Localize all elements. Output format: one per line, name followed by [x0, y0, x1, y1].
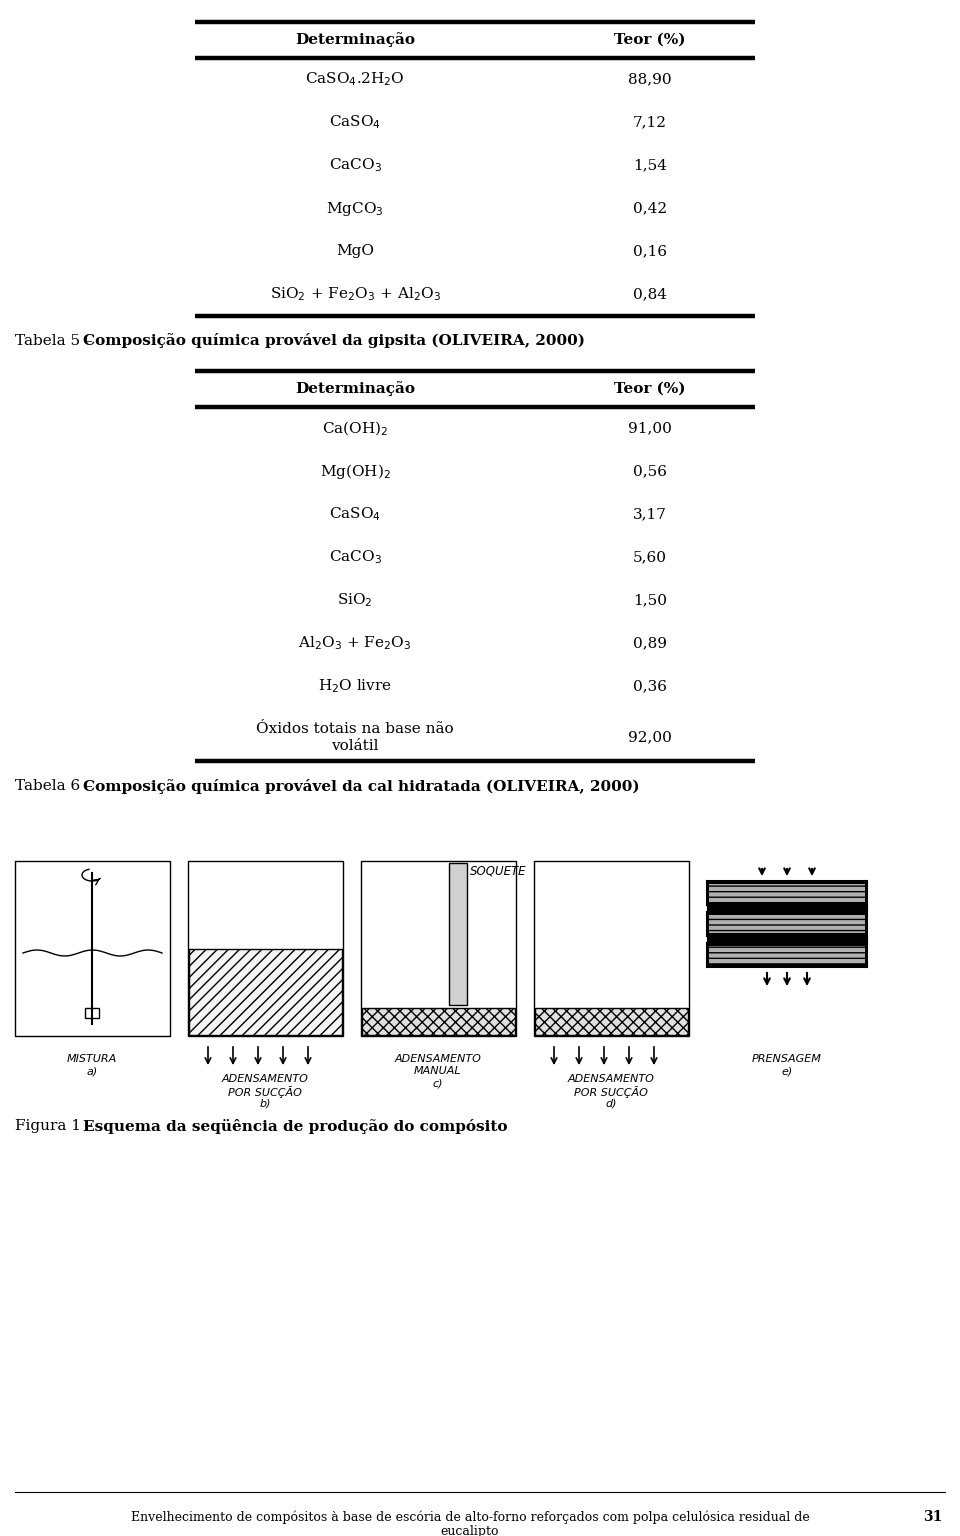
Bar	[535, 1008, 688, 1035]
Text: MgO: MgO	[336, 244, 374, 258]
Text: Figura 1 –: Figura 1 –	[15, 1120, 98, 1134]
Text: d): d)	[605, 1098, 616, 1107]
Text: Ca(OH)$_2$: Ca(OH)$_2$	[322, 419, 388, 438]
Text: 88,90: 88,90	[628, 72, 672, 86]
Text: Esquema da seqüência de produção do compósito: Esquema da seqüência de produção do comp…	[83, 1118, 508, 1134]
Text: 0,56: 0,56	[633, 464, 667, 479]
Text: 5,60: 5,60	[633, 550, 667, 565]
Text: 0,89: 0,89	[633, 636, 667, 651]
Text: Mg(OH)$_2$: Mg(OH)$_2$	[320, 462, 391, 481]
Text: Al$_2$O$_3$ + Fe$_2$O$_3$: Al$_2$O$_3$ + Fe$_2$O$_3$	[299, 634, 412, 653]
Text: CaSO$_4$: CaSO$_4$	[329, 505, 381, 524]
Text: 1,50: 1,50	[633, 593, 667, 608]
Bar	[189, 949, 342, 1035]
Text: 91,00: 91,00	[628, 421, 672, 436]
Text: Teor (%): Teor (%)	[614, 382, 685, 396]
Bar	[188, 862, 343, 1035]
Text: 3,17: 3,17	[633, 507, 667, 522]
Bar	[709, 946, 865, 965]
Bar	[709, 885, 865, 902]
Text: PRENSAGEM: PRENSAGEM	[752, 1054, 822, 1064]
Text: 92,00: 92,00	[628, 731, 672, 745]
Bar	[449, 863, 467, 1005]
Text: c): c)	[433, 1078, 444, 1087]
Text: 7,12: 7,12	[633, 115, 667, 129]
Text: Tabela 5 –: Tabela 5 –	[15, 333, 98, 349]
Text: 0,84: 0,84	[633, 287, 667, 301]
Text: Envelhecimento de compósitos à base de escória de alto-forno reforçados com polp: Envelhecimento de compósitos à base de e…	[131, 1510, 809, 1536]
Bar	[534, 862, 689, 1035]
Text: ADENSAMENTO
MANUAL: ADENSAMENTO MANUAL	[395, 1054, 481, 1075]
Text: b): b)	[259, 1098, 271, 1107]
Text: ADENSAMENTO
POR SUCÇÃO: ADENSAMENTO POR SUCÇÃO	[567, 1074, 655, 1098]
Text: SOQUETE: SOQUETE	[470, 863, 526, 877]
Bar	[707, 943, 867, 968]
Text: SiO$_2$: SiO$_2$	[337, 591, 372, 610]
Text: a): a)	[86, 1066, 98, 1077]
Text: MISTURA: MISTURA	[67, 1054, 117, 1064]
Bar	[707, 912, 867, 935]
Text: 0,42: 0,42	[633, 201, 667, 215]
Text: 0,16: 0,16	[633, 244, 667, 258]
Bar	[709, 915, 865, 932]
Text: Determinação: Determinação	[295, 381, 415, 396]
Text: Óxidos totais na base não
volátil: Óxidos totais na base não volátil	[256, 722, 454, 753]
Bar	[707, 882, 867, 905]
Text: Composição química provável da cal hidratada (OLIVEIRA, 2000): Composição química provável da cal hidra…	[83, 779, 639, 794]
Text: e): e)	[781, 1066, 793, 1077]
Text: CaSO$_4$.2H$_2$O: CaSO$_4$.2H$_2$O	[305, 71, 405, 89]
Bar	[361, 862, 516, 1035]
Text: CaCO$_3$: CaCO$_3$	[328, 548, 381, 567]
Text: 1,54: 1,54	[633, 158, 667, 172]
Text: CaCO$_3$: CaCO$_3$	[328, 157, 381, 175]
Text: ADENSAMENTO
POR SUCÇÃO: ADENSAMENTO POR SUCÇÃO	[222, 1074, 308, 1098]
Text: CaSO$_4$: CaSO$_4$	[329, 114, 381, 132]
Text: 0,36: 0,36	[633, 679, 667, 693]
Text: Determinação: Determinação	[295, 32, 415, 48]
Text: SiO$_2$ + Fe$_2$O$_3$ + Al$_2$O$_3$: SiO$_2$ + Fe$_2$O$_3$ + Al$_2$O$_3$	[270, 286, 441, 303]
Text: MgCO$_3$: MgCO$_3$	[326, 200, 384, 218]
Text: Composição química provável da gipsita (OLIVEIRA, 2000): Composição química provável da gipsita (…	[83, 333, 585, 349]
Text: 31: 31	[923, 1510, 942, 1524]
Text: Tabela 6 –: Tabela 6 –	[15, 779, 98, 793]
Bar	[15, 862, 170, 1035]
Text: H$_2$O livre: H$_2$O livre	[318, 677, 392, 696]
Bar	[362, 1008, 515, 1035]
Bar	[85, 1008, 99, 1018]
Text: Teor (%): Teor (%)	[614, 32, 685, 48]
